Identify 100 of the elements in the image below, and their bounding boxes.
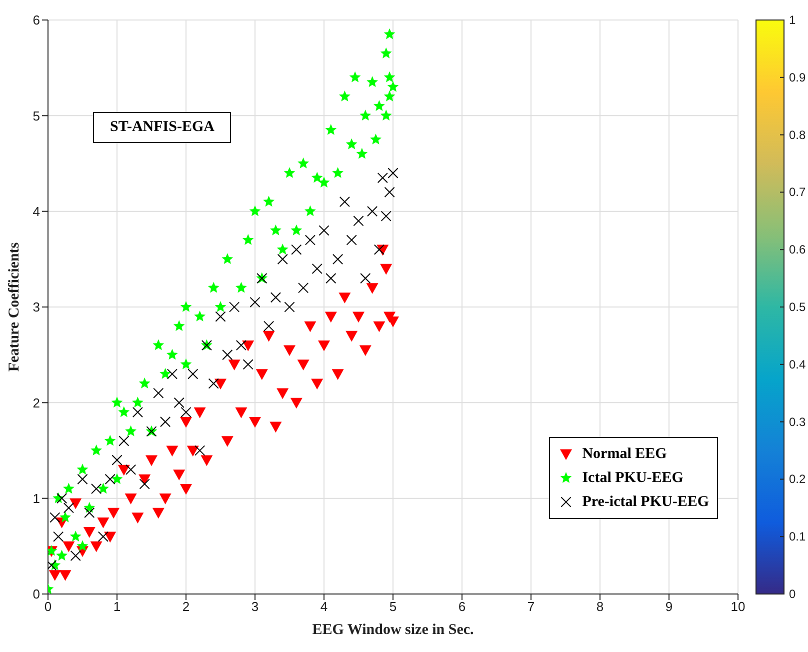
point xyxy=(194,445,206,456)
point xyxy=(326,273,336,284)
y-axis-title: Feature Coefficients xyxy=(6,242,22,372)
point xyxy=(229,302,240,312)
legend-label: Ictal PKU-EEG xyxy=(582,470,684,486)
point xyxy=(180,417,192,428)
point xyxy=(118,464,130,476)
point xyxy=(108,508,120,519)
point xyxy=(186,446,199,456)
point xyxy=(352,312,364,323)
point xyxy=(373,321,386,332)
point xyxy=(84,507,95,518)
point xyxy=(377,172,388,184)
point xyxy=(256,369,268,380)
point xyxy=(180,406,192,418)
point xyxy=(380,264,392,275)
point xyxy=(284,302,295,312)
point xyxy=(262,330,275,342)
point xyxy=(367,206,378,217)
point xyxy=(353,216,364,226)
point xyxy=(346,330,358,342)
point xyxy=(297,360,310,370)
color-bar-label: 1 xyxy=(789,13,796,27)
point xyxy=(126,464,136,475)
legend-label: Pre-ictal PKU-EEG xyxy=(582,494,709,510)
point xyxy=(132,406,143,418)
point xyxy=(298,282,309,294)
y-tick-label: 2 xyxy=(32,395,40,410)
point xyxy=(312,263,322,274)
point xyxy=(173,470,186,480)
point xyxy=(166,368,178,380)
point xyxy=(59,570,72,581)
point xyxy=(70,498,82,510)
color-bar-label: 0.1 xyxy=(789,530,806,544)
point xyxy=(284,345,296,356)
point xyxy=(242,340,254,352)
y-tick-label: 0 xyxy=(32,586,40,602)
color-bar-label: 0.9 xyxy=(789,70,806,84)
point xyxy=(208,378,219,389)
point xyxy=(214,378,226,390)
point xyxy=(332,254,344,264)
x-tick-label: 7 xyxy=(527,599,535,614)
point xyxy=(83,527,96,538)
point xyxy=(50,512,60,523)
x-axis-title: EEG Window size in Sec. xyxy=(312,622,474,638)
point xyxy=(139,478,150,490)
point xyxy=(304,234,316,246)
x-tick-label: 3 xyxy=(251,599,259,614)
point xyxy=(236,340,246,351)
point xyxy=(174,397,184,408)
point xyxy=(290,398,302,409)
point xyxy=(138,474,151,486)
point xyxy=(215,311,226,322)
x-tick-label: 4 xyxy=(320,599,328,614)
point xyxy=(104,474,116,484)
point xyxy=(97,517,110,528)
color-bar-label: 0 xyxy=(789,587,796,601)
point xyxy=(318,340,330,352)
point xyxy=(360,273,371,284)
point xyxy=(53,531,64,542)
point xyxy=(132,512,144,524)
point xyxy=(380,210,392,222)
point xyxy=(346,234,357,246)
point xyxy=(332,369,344,380)
color-bar-label: 0.4 xyxy=(789,357,806,372)
point xyxy=(180,484,192,495)
x-tick-label: 2 xyxy=(182,599,190,614)
point xyxy=(276,388,289,400)
point xyxy=(146,455,158,466)
y-tick-label: 5 xyxy=(32,108,40,124)
color-bar-label: 0.3 xyxy=(789,414,806,429)
y-tick-label: 1 xyxy=(32,490,40,506)
point xyxy=(270,422,282,433)
point xyxy=(200,455,213,466)
x-tick-label: 9 xyxy=(665,599,673,614)
point xyxy=(366,283,378,294)
point xyxy=(318,225,330,236)
point xyxy=(250,296,260,308)
point xyxy=(264,320,274,332)
legend-label: Normal EEG xyxy=(582,446,667,462)
point xyxy=(90,541,102,552)
y-tick-label: 4 xyxy=(32,204,40,219)
point xyxy=(104,532,116,543)
color-bar-label: 0.5 xyxy=(789,300,806,314)
point xyxy=(222,350,233,360)
point xyxy=(277,254,288,264)
point xyxy=(242,359,254,370)
point xyxy=(338,292,351,304)
point xyxy=(359,345,372,356)
point xyxy=(159,494,172,504)
color-bar-label: 0.6 xyxy=(789,242,806,257)
x-tick-label: 0 xyxy=(44,599,52,614)
point xyxy=(48,570,61,581)
point xyxy=(166,446,178,456)
point xyxy=(221,436,234,447)
point xyxy=(112,454,122,466)
x-tick-label: 1 xyxy=(113,599,121,614)
point xyxy=(56,493,68,504)
point xyxy=(153,388,164,398)
point xyxy=(291,244,302,255)
